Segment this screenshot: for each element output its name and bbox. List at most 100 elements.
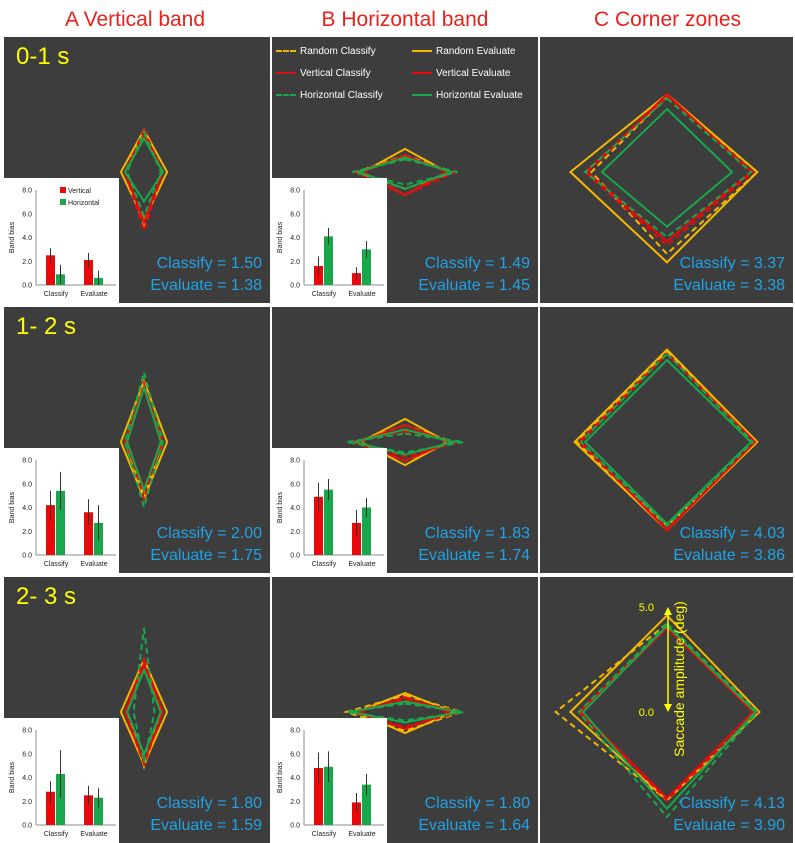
inset-y-tick-label: 8.0 (290, 458, 300, 465)
classify-stat: Classify = 1.49 (425, 255, 530, 273)
radar-series-vertical-classify (577, 352, 755, 530)
classify-stat: Classify = 1.50 (157, 255, 262, 273)
legend-item: Horizontal Classify (276, 87, 383, 105)
inset-y-tick-label: 8.0 (22, 458, 32, 465)
radar-panel: 1- 2 s Classify = 2.00 Evaluate = 1.75 0.0 2… (4, 307, 270, 573)
classify-stat-value: 2.00 (230, 525, 262, 542)
inset-y-tick-label: 4.0 (290, 505, 300, 512)
evaluate-stat: Evaluate = 1.64 (418, 817, 530, 835)
legend-item: Vertical Evaluate (412, 65, 511, 83)
band-bias-bar-chart: 0.0 2.0 4.0 6.0 8.0 Band bias Classify Evaluate… (9, 187, 116, 298)
legend-swatch (412, 72, 432, 75)
inset-y-axis-label: Band bias (277, 221, 284, 253)
bar-vertical (314, 768, 323, 825)
evaluate-stat: Evaluate = 1.74 (418, 547, 530, 565)
evaluate-stat-value: 1.64 (498, 817, 530, 834)
evaluate-stat-value: 3.38 (753, 277, 785, 294)
legend-swatch (412, 50, 432, 53)
time-window-label: 2- 3 s (16, 583, 77, 610)
legend-label: Vertical Evaluate (436, 68, 511, 79)
radar-series-horizontal-evaluate (581, 624, 757, 811)
bar-vertical (84, 795, 93, 825)
radar-series-horizontal-classify (126, 129, 162, 219)
inset-y-tick-label: 2.0 (290, 799, 300, 806)
inset-y-tick-label: 0.0 (290, 823, 300, 830)
radar-series-random-classify (124, 384, 164, 500)
inset-y-tick-label: 2.0 (22, 799, 32, 806)
inset-y-axis-label: Band bias (9, 761, 16, 793)
radar-plot (119, 368, 169, 511)
radar-series-vertical-evaluate (124, 131, 164, 226)
legend-label: Horizontal Classify (300, 90, 383, 101)
legend-label: Horizontal Evaluate (436, 90, 523, 101)
bar-horizontal (324, 489, 333, 555)
inset-y-tick-label: 6.0 (22, 751, 32, 758)
bar-vertical (84, 260, 93, 285)
inset-y-tick-label: 4.0 (22, 235, 32, 242)
classify-stat: Classify = 2.00 (157, 525, 262, 543)
classify-stat: Classify = 1.80 (157, 795, 262, 813)
evaluate-stat-value: 1.59 (230, 817, 262, 834)
inset-legend-label-vertical: Vertical (68, 188, 91, 195)
series-legend: Random Classify Random Evaluate Vertical C… (272, 37, 538, 115)
radar-series-horizontal-classify (583, 97, 753, 239)
radar-series-vertical-evaluate (579, 352, 757, 532)
evaluate-stat-label: Evaluate (418, 277, 481, 294)
inset-y-tick-label: 6.0 (22, 481, 32, 488)
radar-series-horizontal-evaluate (126, 383, 162, 494)
evaluate-stat: Evaluate = 3.86 (673, 547, 785, 565)
evaluate-stat-value: 3.86 (753, 547, 785, 564)
bar-vertical (352, 802, 361, 825)
evaluate-stat-label: Evaluate (150, 547, 213, 564)
band-bias-bar-chart: 0.0 2.0 4.0 6.0 8.0 Band bias Classify Evaluate (277, 188, 384, 298)
scale-max-label: 5.0 (639, 602, 654, 614)
inset-y-tick-label: 0.0 (22, 553, 32, 560)
inset-y-tick-label: 8.0 (22, 188, 32, 195)
equals-sign: = (735, 817, 754, 834)
inset-y-axis-label: Band bias (9, 491, 16, 523)
radar-panel: Classify = 1.80 Evaluate = 1.64 0.0 2.0 4.0 6… (272, 577, 538, 843)
radar-plot (119, 127, 169, 235)
radar-series-random-classify (124, 127, 164, 228)
equals-sign: = (735, 255, 754, 272)
evaluate-stat: Evaluate = 3.38 (673, 277, 785, 295)
bar-horizontal (56, 773, 65, 825)
bar-horizontal (56, 490, 65, 555)
inset-category-label: Evaluate (80, 291, 107, 298)
equals-sign: = (735, 795, 754, 812)
radar-series-vertical-evaluate (124, 384, 164, 491)
band-bias-inset: 0.0 2.0 4.0 6.0 8.0 Band bias Classify Evaluate… (4, 178, 119, 303)
radar-plot (573, 348, 759, 532)
inset-y-tick-label: 8.0 (290, 728, 300, 735)
radar-panel: Classify = 1.83 Evaluate = 1.74 0.0 2.0 4.0 6… (272, 307, 538, 573)
inset-y-tick-label: 6.0 (290, 481, 300, 488)
bar-horizontal (362, 507, 371, 555)
classify-stat-value: 4.03 (753, 525, 785, 542)
radar-series-horizontal-evaluate (123, 136, 165, 204)
inset-y-tick-label: 0.0 (290, 553, 300, 560)
radar-plot (119, 627, 169, 771)
bar-horizontal (324, 236, 333, 285)
bar-horizontal (362, 249, 371, 285)
radar-series-horizontal-evaluate (355, 156, 455, 190)
classify-stat: Classify = 1.83 (425, 525, 530, 543)
radar-series-random-evaluate (358, 417, 450, 467)
band-bias-bar-chart: 0.0 2.0 4.0 6.0 8.0 Band bias Classify Evaluate (9, 458, 116, 568)
radar-panel: Classify = 4.03 Evaluate = 3.86 (540, 307, 793, 573)
inset-legend-swatch-vertical (60, 187, 66, 193)
legend-label: Vertical Classify (300, 68, 371, 79)
equals-sign: = (735, 277, 754, 294)
classify-stat-label: Classify (424, 525, 481, 542)
evaluate-stat-value: 1.74 (498, 547, 530, 564)
radar-series-horizontal-evaluate (126, 667, 162, 757)
radar-series-vertical-evaluate (124, 660, 164, 766)
inset-y-tick-label: 0.0 (290, 283, 300, 290)
legend-item: Horizontal Evaluate (412, 87, 523, 105)
band-bias-inset: 0.0 2.0 4.0 6.0 8.0 Band bias Classify Evaluate (4, 448, 119, 573)
time-window-label: 1- 2 s (16, 313, 77, 340)
radar-series-horizontal-classify (579, 352, 755, 528)
evaluate-stat-value: 3.90 (753, 817, 785, 834)
band-bias-inset: 0.0 2.0 4.0 6.0 8.0 Band bias Classify Evaluate (272, 178, 387, 303)
column-title-c: C Corner zones (593, 8, 742, 31)
inset-y-tick-label: 6.0 (290, 751, 300, 758)
